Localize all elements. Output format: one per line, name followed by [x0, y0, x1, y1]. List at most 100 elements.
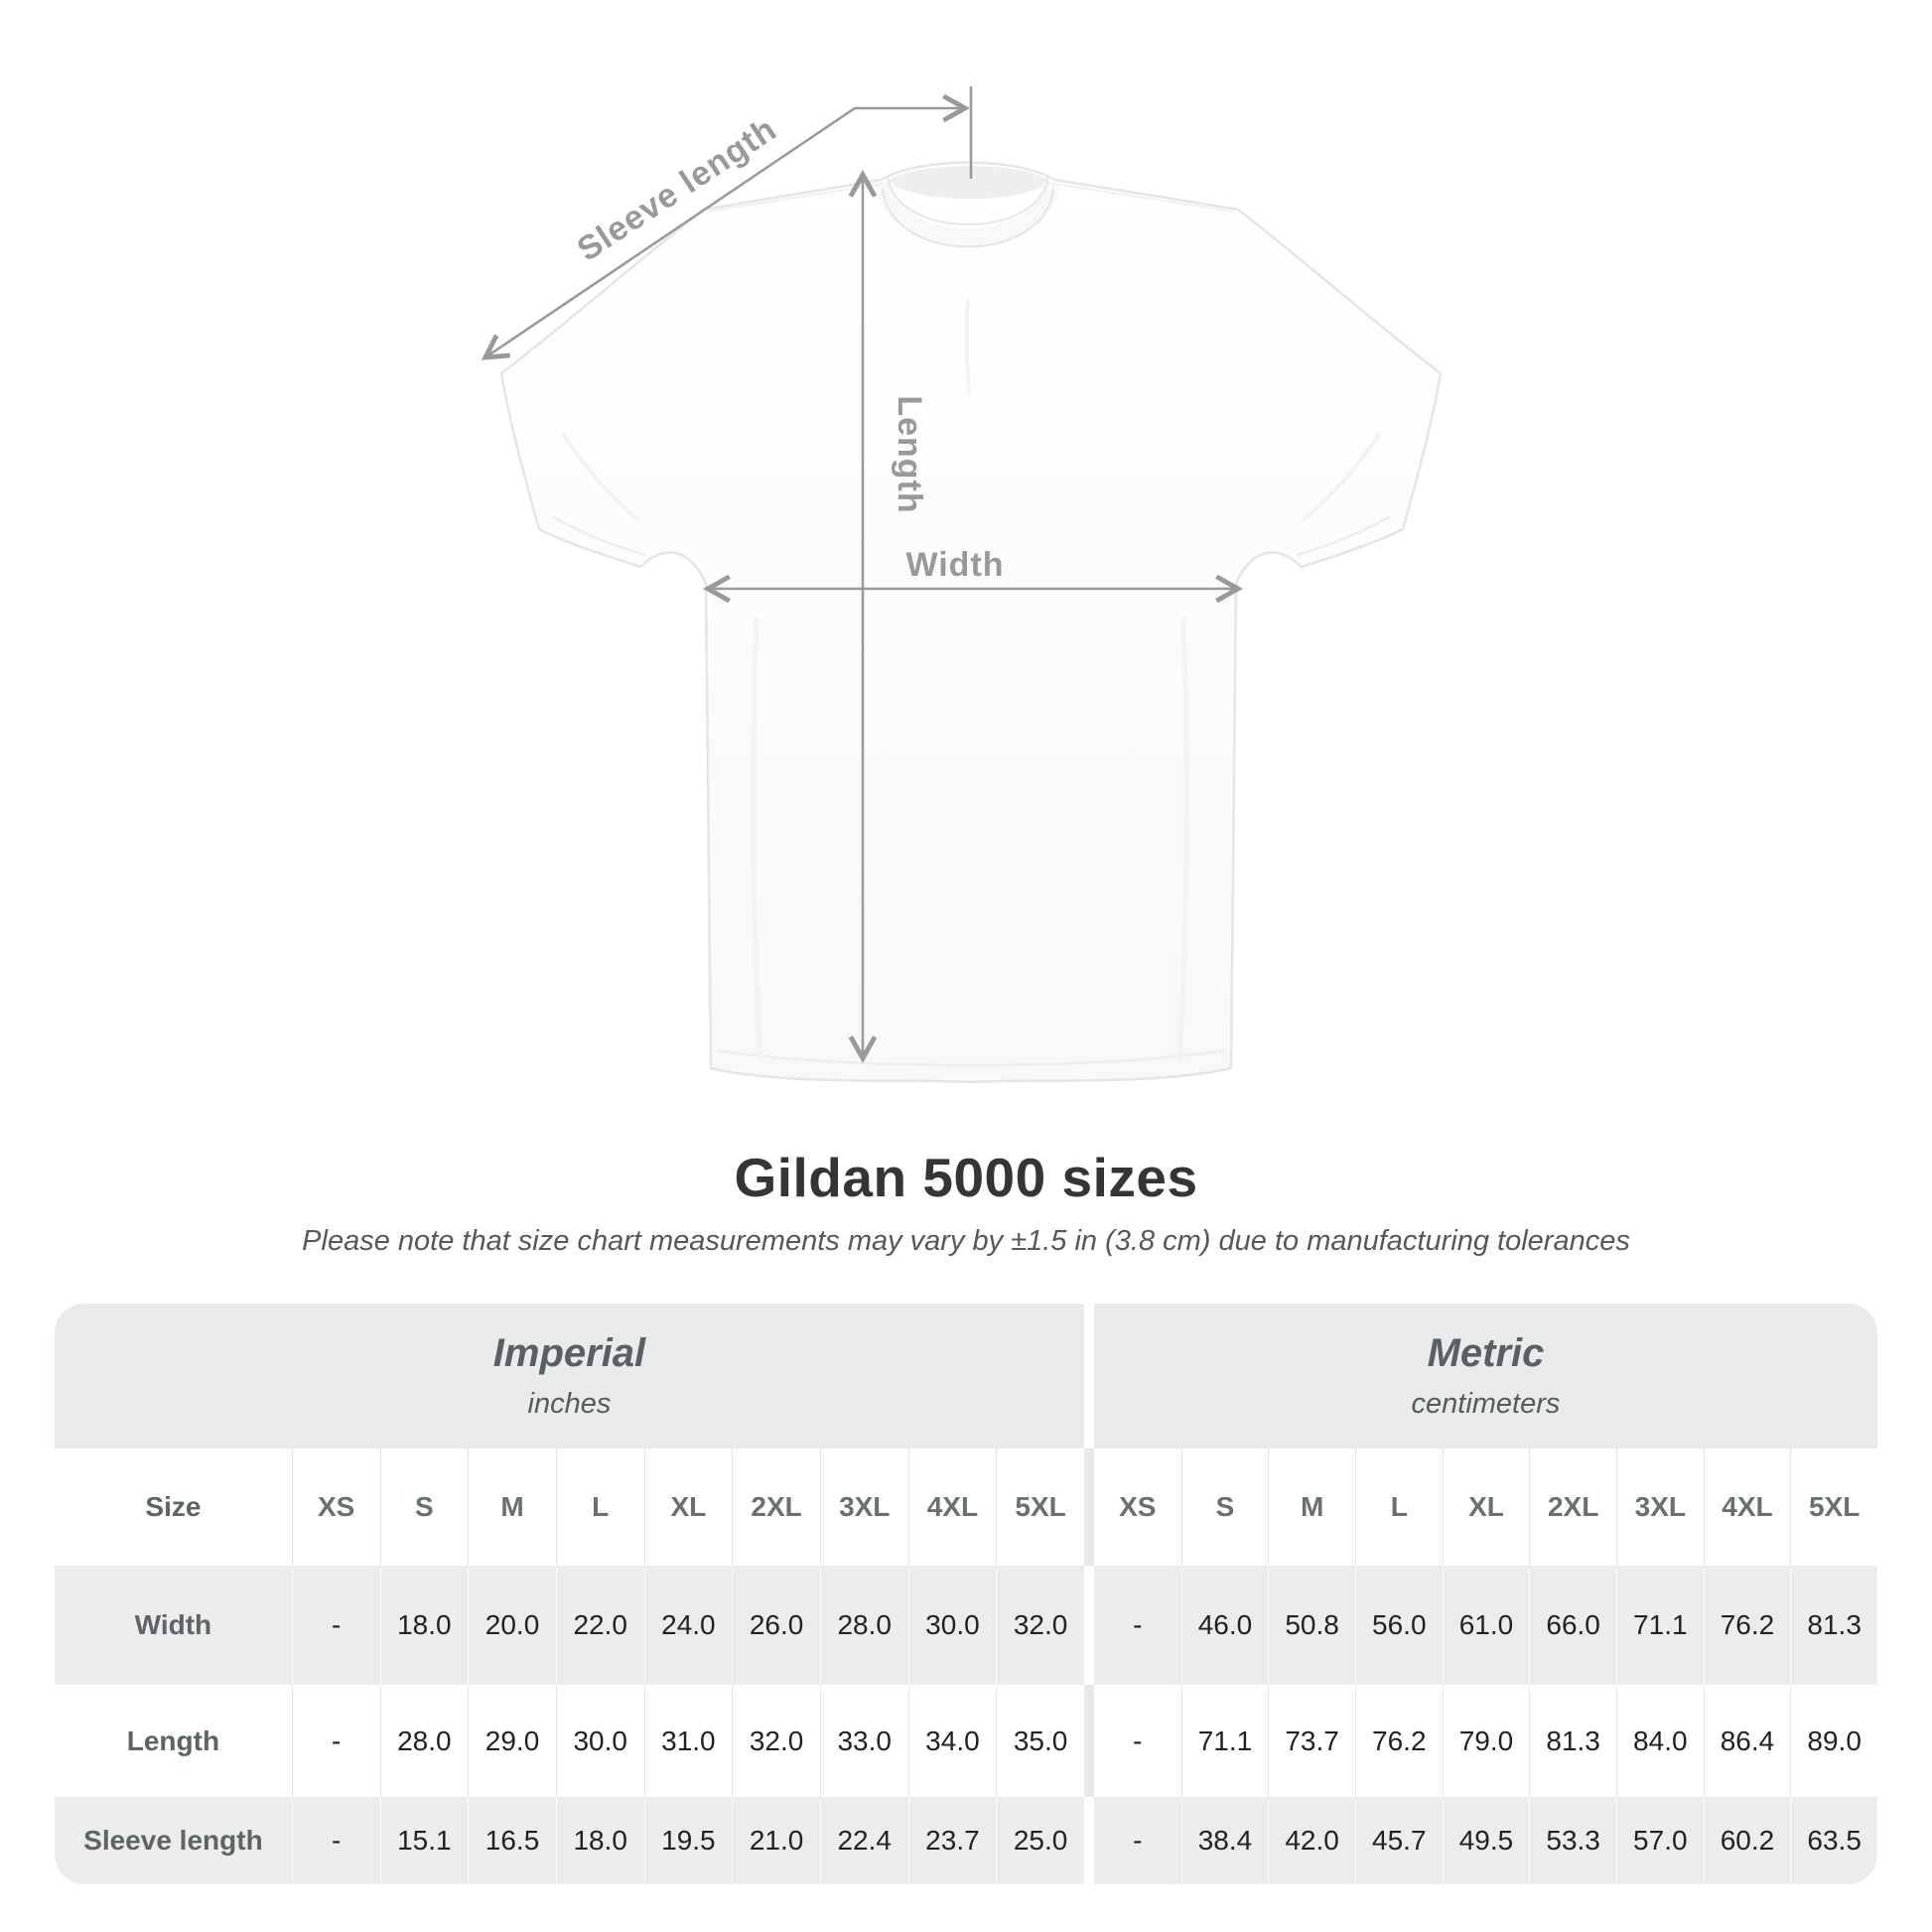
- value-cell: 81.3: [1790, 1566, 1877, 1685]
- value-cell: 25.0: [996, 1797, 1084, 1884]
- size-col-header: XL: [643, 1449, 733, 1566]
- value-cell: 89.0: [1790, 1685, 1877, 1797]
- size-header-label: Size: [55, 1449, 292, 1566]
- value-cell: 86.4: [1703, 1685, 1791, 1797]
- size-col-header: 2XL: [732, 1449, 820, 1566]
- section-divider: [1083, 1685, 1094, 1797]
- value-cell: 49.5: [1442, 1797, 1530, 1884]
- value-cell: 76.2: [1703, 1566, 1791, 1685]
- chest-crease: [964, 297, 971, 396]
- value-cell: 20.0: [468, 1566, 556, 1685]
- value-cell: 28.0: [819, 1566, 908, 1685]
- value-cell: 31.0: [643, 1685, 733, 1797]
- value-cell: -: [1093, 1797, 1181, 1884]
- size-col-header: S: [379, 1449, 469, 1566]
- value-cell: 61.0: [1442, 1566, 1530, 1685]
- value-cell: 79.0: [1442, 1685, 1530, 1797]
- value-cell: 30.0: [555, 1685, 644, 1797]
- value-cell: 22.0: [555, 1566, 644, 1685]
- fold-shade-left: [751, 617, 763, 1063]
- size-col-header: M: [1268, 1449, 1355, 1566]
- value-cell: 24.0: [643, 1566, 733, 1685]
- value-cell: 30.0: [907, 1566, 997, 1685]
- value-cell: 46.0: [1180, 1566, 1269, 1685]
- value-cell: 32.0: [732, 1685, 820, 1797]
- size-table: Imperial inches Metric centimeters Size …: [55, 1304, 1877, 1884]
- tshirt-illustration: Sleeve length Length Width: [481, 86, 1443, 1084]
- value-cell: 71.1: [1615, 1566, 1704, 1685]
- tshirt-body: [499, 161, 1443, 1084]
- metric-section-unit: centimeters: [1411, 1388, 1561, 1420]
- value-cell: 26.0: [732, 1566, 820, 1685]
- value-cell: 21.0: [732, 1797, 820, 1884]
- left-sleeve-hem-seam: [551, 514, 646, 557]
- imperial-section-title: Imperial: [492, 1331, 646, 1375]
- section-divider: [1083, 1797, 1094, 1884]
- value-cell: 22.4: [819, 1797, 908, 1884]
- value-cell: 63.5: [1790, 1797, 1877, 1884]
- value-cell: 33.0: [819, 1685, 908, 1797]
- value-cell: 15.1: [379, 1797, 469, 1884]
- tshirt-measurement-diagram: Sleeve length Length Width: [481, 86, 1443, 1084]
- page-title: Gildan 5000 sizes: [734, 1147, 1198, 1208]
- row-label: Sleeve length: [55, 1797, 292, 1884]
- size-col-header: 3XL: [819, 1449, 908, 1566]
- value-cell: 29.0: [468, 1685, 556, 1797]
- size-col-header: M: [468, 1449, 556, 1566]
- value-cell: 60.2: [1703, 1797, 1791, 1884]
- value-cell: -: [1093, 1685, 1181, 1797]
- left-sleeve-crease: [560, 431, 641, 522]
- value-cell: 76.2: [1354, 1685, 1443, 1797]
- value-cell: 66.0: [1529, 1566, 1616, 1685]
- value-cell: 19.5: [643, 1797, 733, 1884]
- value-cell: 56.0: [1354, 1566, 1443, 1685]
- section-divider: [1084, 1304, 1094, 1449]
- section-divider: [1083, 1449, 1094, 1566]
- sleeve-length-dimension-line: [481, 93, 970, 360]
- value-cell: 34.0: [907, 1685, 997, 1797]
- value-cell: 35.0: [996, 1685, 1084, 1797]
- row-label: Width: [55, 1566, 292, 1685]
- size-col-header: 4XL: [907, 1449, 997, 1566]
- value-cell: -: [291, 1797, 380, 1884]
- size-col-header: L: [1354, 1449, 1443, 1566]
- value-cell: 28.0: [379, 1685, 469, 1797]
- value-cell: -: [1093, 1566, 1181, 1685]
- value-cell: 16.5: [468, 1797, 556, 1884]
- value-cell: 84.0: [1615, 1685, 1704, 1797]
- size-col-header: XS: [291, 1449, 380, 1566]
- value-cell: 23.7: [907, 1797, 997, 1884]
- value-cell: 18.0: [555, 1797, 644, 1884]
- tolerance-note: Please note that size chart measurements…: [302, 1225, 1630, 1257]
- value-cell: 45.7: [1354, 1797, 1443, 1884]
- size-col-header: XS: [1093, 1449, 1181, 1566]
- value-cell: 81.3: [1529, 1685, 1616, 1797]
- size-col-header: 3XL: [1615, 1449, 1704, 1566]
- value-cell: 53.3: [1529, 1797, 1616, 1884]
- size-col-header: L: [555, 1449, 644, 1566]
- bottom-hem-seam: [716, 1048, 1226, 1067]
- fold-shade-right: [1176, 617, 1189, 1063]
- value-cell: 57.0: [1615, 1797, 1704, 1884]
- value-cell: 50.8: [1268, 1566, 1355, 1685]
- value-cell: -: [291, 1685, 380, 1797]
- right-shoulder-seam: [1052, 183, 1234, 212]
- section-divider: [1083, 1566, 1094, 1685]
- value-cell: 71.1: [1180, 1685, 1269, 1797]
- imperial-section-header: Imperial inches: [55, 1304, 1084, 1449]
- size-col-header: XL: [1442, 1449, 1530, 1566]
- row-label: Length: [55, 1685, 292, 1797]
- value-cell: 18.0: [379, 1566, 469, 1685]
- size-col-header: 5XL: [1790, 1449, 1877, 1566]
- size-col-header: 4XL: [1703, 1449, 1791, 1566]
- size-col-header: 5XL: [996, 1449, 1084, 1566]
- right-sleeve-hem-seam: [1296, 514, 1391, 557]
- width-label: Width: [905, 546, 1004, 584]
- size-col-header: 2XL: [1529, 1449, 1616, 1566]
- metric-section-header: Metric centimeters: [1093, 1304, 1877, 1449]
- metric-section-title: Metric: [1427, 1331, 1545, 1375]
- size-col-header: S: [1180, 1449, 1269, 1566]
- value-cell: 42.0: [1268, 1797, 1355, 1884]
- imperial-section-unit: inches: [527, 1388, 612, 1420]
- value-cell: 38.4: [1180, 1797, 1269, 1884]
